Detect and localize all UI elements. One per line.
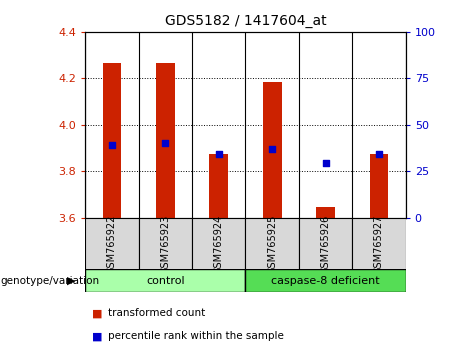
Bar: [352, 218, 406, 271]
Text: control: control: [146, 275, 185, 286]
Text: GSM765927: GSM765927: [374, 215, 384, 274]
Bar: [245, 218, 299, 271]
Bar: [85, 269, 245, 292]
Bar: [316, 207, 335, 218]
Text: ▶: ▶: [67, 276, 76, 286]
Title: GDS5182 / 1417604_at: GDS5182 / 1417604_at: [165, 14, 326, 28]
Text: GSM765922: GSM765922: [107, 215, 117, 274]
Text: ■: ■: [92, 308, 103, 318]
Text: ■: ■: [92, 331, 103, 341]
Point: [162, 141, 169, 146]
Point: [268, 146, 276, 152]
Bar: [209, 154, 228, 218]
Text: genotype/variation: genotype/variation: [0, 276, 99, 286]
Point: [108, 142, 116, 147]
Bar: [370, 154, 388, 218]
Bar: [156, 63, 175, 218]
Point: [375, 151, 383, 157]
Text: GSM765924: GSM765924: [214, 215, 224, 274]
Text: GSM765923: GSM765923: [160, 215, 171, 274]
Bar: [103, 63, 121, 218]
Text: caspase-8 deficient: caspase-8 deficient: [271, 275, 380, 286]
Bar: [299, 218, 352, 271]
Point: [322, 160, 329, 166]
Point: [215, 151, 223, 157]
Bar: [192, 218, 245, 271]
Bar: [85, 218, 139, 271]
Bar: [245, 269, 406, 292]
Bar: [139, 218, 192, 271]
Text: GSM765926: GSM765926: [320, 215, 331, 274]
Text: percentile rank within the sample: percentile rank within the sample: [108, 331, 284, 341]
Text: transformed count: transformed count: [108, 308, 206, 318]
Bar: [263, 82, 282, 218]
Text: GSM765925: GSM765925: [267, 215, 277, 274]
